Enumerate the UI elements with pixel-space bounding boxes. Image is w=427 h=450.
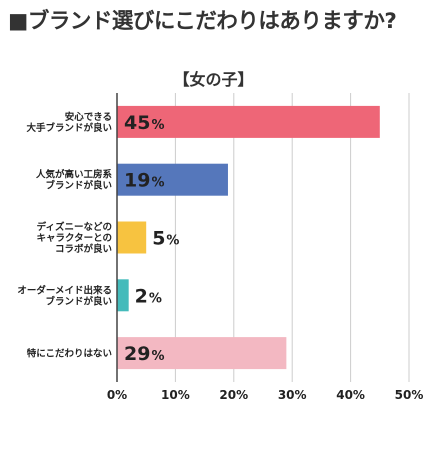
value-label: 29% — [124, 343, 164, 365]
category-label: 安心できる大手ブランドが良い — [26, 111, 112, 134]
x-axis-ticks: 0% 10% 20% 30% 40% 50% — [107, 388, 424, 402]
bars — [117, 105, 380, 370]
value-labels: 45% 19% 5% 2% 29% — [124, 112, 179, 365]
x-tick-label: 30% — [278, 388, 307, 402]
chart-subtitle: 【女の子】 — [173, 70, 254, 89]
x-tick-label: 50% — [395, 388, 424, 402]
value-label: 45% — [124, 112, 164, 134]
category-label: 特にこだわりはない — [27, 348, 112, 360]
bar — [117, 337, 287, 370]
value-label: 2% — [135, 285, 162, 307]
category-labels: 安心できる大手ブランドが良い人気が高い工房系ブランドが良いディズニーなどのキャラ… — [17, 111, 112, 360]
bar — [117, 105, 380, 138]
category-label: オーダーメイド出来るブランドが良い — [17, 284, 112, 307]
value-label: 5% — [152, 228, 179, 250]
category-label: ディズニーなどのキャラクターとのコラボが良い — [36, 221, 112, 255]
x-tick-label: 10% — [161, 388, 190, 402]
x-tick-label: 20% — [219, 388, 248, 402]
grid-lines — [174, 93, 410, 382]
value-label: 19% — [124, 170, 164, 192]
category-label: 人気が高い工房系ブランドが良い — [36, 169, 113, 192]
bar — [117, 163, 228, 196]
chart-title: ■ブランド選びにこだわりはありますか? — [8, 9, 397, 34]
bar — [117, 221, 147, 254]
x-tick-label: 40% — [336, 388, 365, 402]
x-tick-label: 0% — [107, 388, 127, 402]
bar — [117, 279, 129, 312]
